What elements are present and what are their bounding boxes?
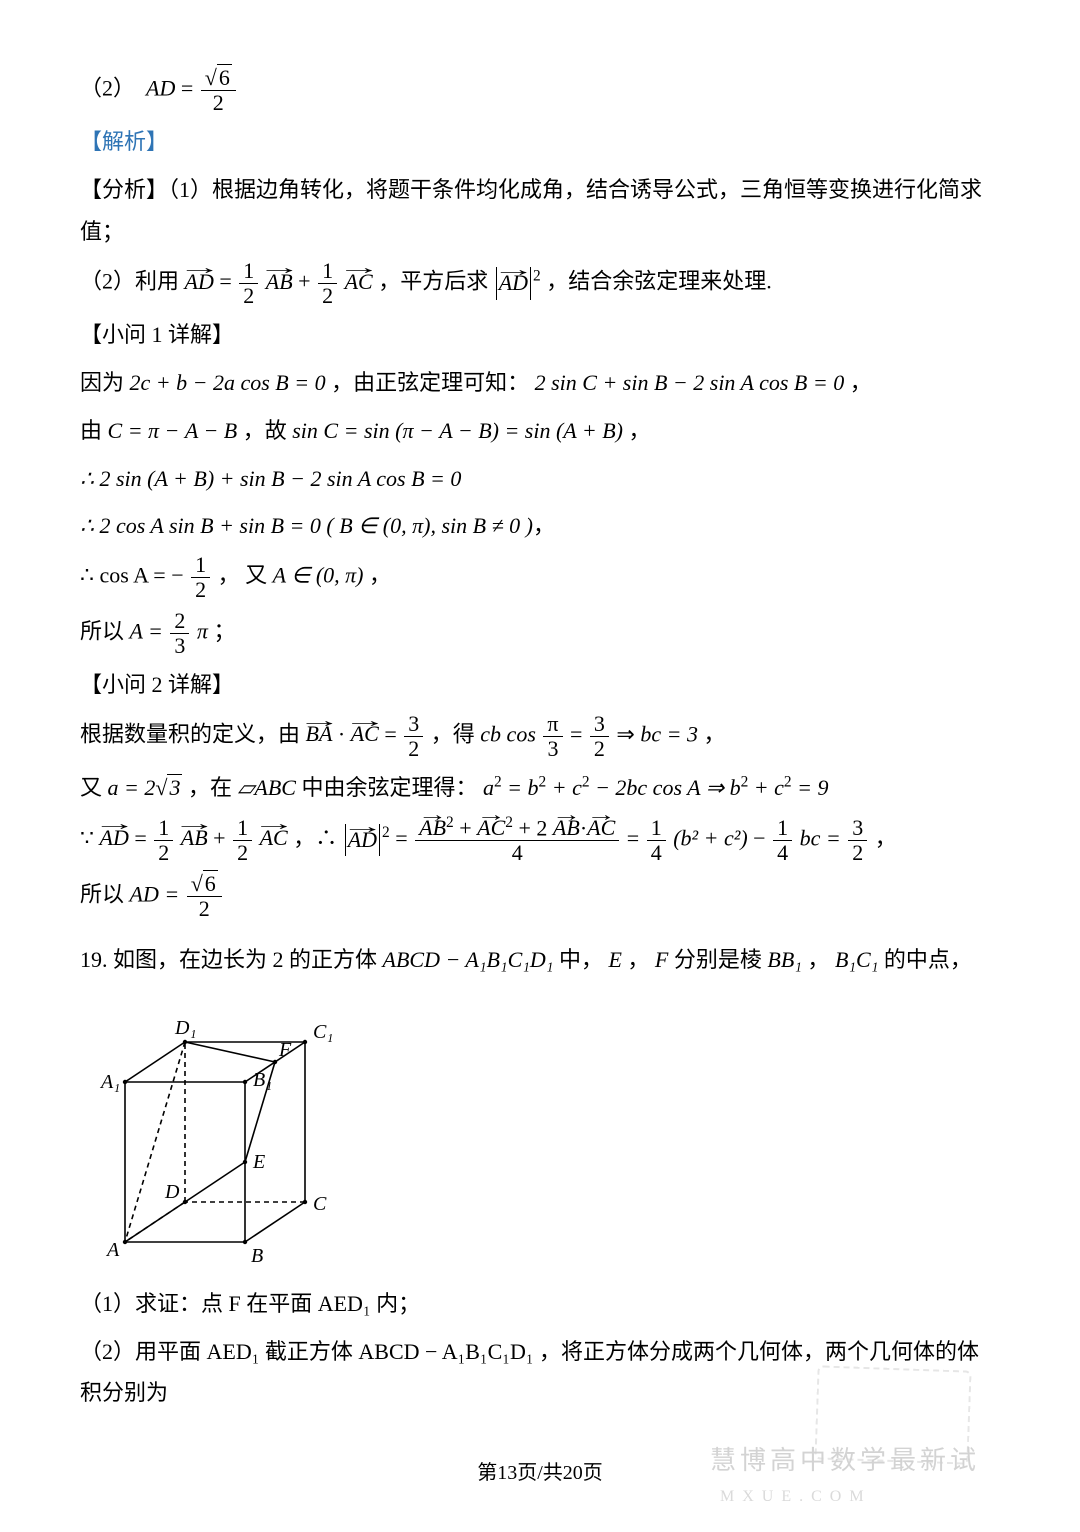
svg-text:D: D (164, 1181, 180, 1203)
sub1-line4: ∴ 2 cos A sin B + sin B = 0 ( B ∈ (0, π)… (80, 505, 1000, 547)
vec-ba: BA (306, 713, 333, 755)
sqrt6: 6 (205, 66, 232, 90)
svg-text:C: C (313, 1193, 327, 1215)
svg-text:D₁: D₁ (174, 1017, 196, 1039)
sub1-line6: 所以 A = 23 π ； (80, 609, 1000, 658)
svg-text:E: E (252, 1151, 265, 1173)
vec-ab: AB (266, 261, 293, 303)
sub1-heading: 【小问 1 详解】 (80, 314, 1000, 356)
abs-ad: AD (496, 267, 531, 299)
sub1-line5: ∴ cos A = − 12 ， 又 A ∈ (0, π) ， (80, 553, 1000, 602)
svg-text:F: F (278, 1039, 292, 1061)
vec-ac: AC (345, 261, 373, 303)
sub1-line3: ∴ 2 sin (A + B) + sin B − 2 sin A cos B … (80, 458, 1000, 500)
page: （2） AD = 6 2 【解析】 【分析】（1）根据边角转化，将题干条件均化成… (80, 0, 1000, 1532)
watermark-line2: M X U E . C O M (710, 1482, 980, 1512)
sub2-line4: 所以 AD = 6 2 (80, 872, 1000, 921)
sub1-line2: 由 C = π − A − B ，故 sin C = sin (π − A − … (80, 410, 1000, 452)
watermark: 慧博高中数学最新试 M X U E . C O M (710, 1436, 980, 1512)
sub2-heading: 【小问 2 详解】 (80, 664, 1000, 706)
eq: = (181, 76, 193, 101)
watermark-line1: 慧博高中数学最新试 (710, 1436, 980, 1485)
sub2-line1: 根据数量积的定义，由 BA · AC = 32 ，得 cb cos π3 = 3… (80, 712, 1000, 761)
svg-text:C₁: C₁ (313, 1021, 333, 1043)
ad-lhs: AD (146, 76, 175, 101)
sub1-line1: 因为 2c + b − 2a cos B = 0 ，由正弦定理可知： 2 sin… (80, 362, 1000, 404)
svg-text:B₁: B₁ (253, 1069, 272, 1091)
answer-2: （2） AD = 6 2 (80, 66, 1000, 115)
q19-stem: 19. 如图，在边长为 2 的正方体 ABCD − A₁B₁C₁D₁ 中， E … (80, 939, 1000, 981)
vec-ac2: AC (351, 713, 379, 755)
cube-figure: A B C D A₁ B₁ C₁ D₁ E F (90, 987, 350, 1277)
sub2-line3: ∵ AD = 12 AB + 12 AC ，∴ AD2 = AB2 + AC2 … (80, 815, 1000, 866)
svg-text:A₁: A₁ (99, 1071, 120, 1093)
frac-sqrt6-2: 6 2 (201, 66, 236, 115)
vec-ad2: AD (100, 817, 129, 859)
sub2-line2: 又 a = 23 ，在 ▱ABC 中由余弦定理得： a2 = b2 + c2 −… (80, 767, 1000, 809)
label-2: （2） (80, 76, 135, 101)
analysis-heading: 【解析】 (80, 121, 1000, 163)
vec-ab2: AB (181, 817, 208, 859)
big-frac: AB2 + AC2 + 2 AB·AC 4 (415, 815, 619, 866)
analysis-part2: （2）利用 AD = 12 AB + 12 AC ，平方后求 AD2 ，结合余弦… (80, 259, 1000, 308)
vec-ac3: AC (260, 817, 288, 859)
q19-p1: （1）求证：点 F 在平面 AED₁ 内； (80, 1283, 1000, 1325)
svg-text:B: B (251, 1245, 263, 1267)
vec-ad: AD (185, 261, 214, 303)
analysis-intro: 【分析】（1）根据边角转化，将题干条件均化成角，结合诱导公式，三角恒等变换进行化… (80, 169, 1000, 253)
svg-text:A: A (105, 1239, 120, 1261)
